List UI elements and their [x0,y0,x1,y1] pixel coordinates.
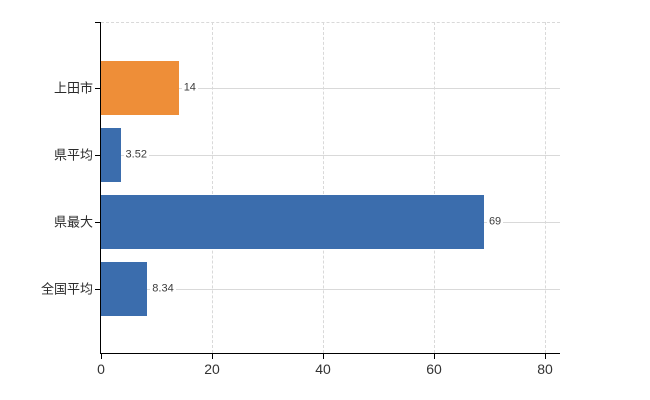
category-label: 上田市 [53,80,93,96]
x-axis-line [100,353,560,354]
category-label: 県平均 [53,147,93,163]
bar [101,262,147,316]
x-tick-mark [434,353,435,359]
bar [101,128,121,182]
x-tick-label: 60 [426,361,442,377]
bar-value-label: 14 [181,81,198,95]
x-tick-mark [101,353,102,359]
row-guide-line [101,155,560,156]
y-tick-mark [95,222,101,223]
x-tick-mark [323,353,324,359]
bar-value-label: 3.52 [123,148,149,162]
bar [101,61,179,115]
y-axis-line [100,22,101,354]
bar-value-label: 69 [486,215,504,229]
x-tick-mark [545,353,546,359]
y-tick-mark [95,22,101,23]
row-guide-line [101,289,560,290]
bar [101,195,484,249]
y-tick-mark [95,155,101,156]
x-gridline [212,22,213,353]
x-tick-mark [212,353,213,359]
x-tick-label: 40 [315,361,331,377]
y-tick-mark [95,289,101,290]
plot-top-border [101,22,560,23]
row-guide-line [101,88,560,89]
category-label: 県最大 [53,214,93,230]
x-gridline [434,22,435,353]
y-tick-mark [95,88,101,89]
x-gridline [323,22,324,353]
x-tick-label: 80 [537,361,553,377]
category-label: 全国平均 [40,281,93,297]
x-tick-label: 20 [204,361,220,377]
x-tick-label: 0 [97,361,105,377]
x-gridline [545,22,546,353]
bar-value-label: 8.34 [150,282,176,296]
